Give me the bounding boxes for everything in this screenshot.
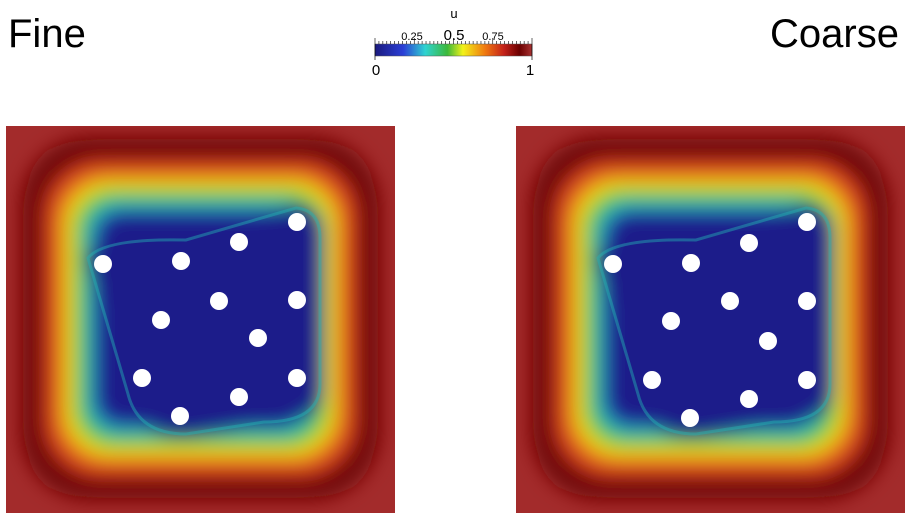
coarse-title: Coarse [770,12,899,56]
hole-11 [740,390,758,408]
hole-5 [662,312,680,330]
hole-9 [133,369,151,387]
colorbar-gradient [374,38,533,60]
hole-6 [210,292,228,310]
hole-9 [643,371,661,389]
fine-solution-plot [6,126,395,513]
hole-4 [288,213,306,231]
hole-10 [798,371,816,389]
colorbar-max-label: 1 [525,62,535,79]
hole-6 [721,292,739,310]
hole-11 [230,388,248,406]
hole-4 [798,213,816,231]
hole-3 [230,233,248,251]
hole-7 [288,291,306,309]
colorbar: u 0.25 0.5 0.75 0 1 [371,6,535,86]
hole-7 [798,292,816,310]
hole-12 [171,407,189,425]
coarse-solution-plot [516,126,905,513]
hole-10 [288,369,306,387]
colorbar-tick-075: 0.75 [482,31,504,43]
hole-2 [682,254,700,272]
fine-title: Fine [8,12,86,56]
colorbar-min-label: 0 [371,62,381,79]
hole-5 [152,311,170,329]
hole-8 [759,332,777,350]
colorbar-tick-025: 0.25 [401,31,423,43]
hole-2 [172,252,190,270]
colorbar-tick-050: 0.5 [443,27,465,44]
hole-1 [94,255,112,273]
hole-12 [681,409,699,427]
hole-8 [249,329,267,347]
hole-1 [604,255,622,273]
colorbar-variable-label: u [450,6,458,21]
hole-3 [740,234,758,252]
